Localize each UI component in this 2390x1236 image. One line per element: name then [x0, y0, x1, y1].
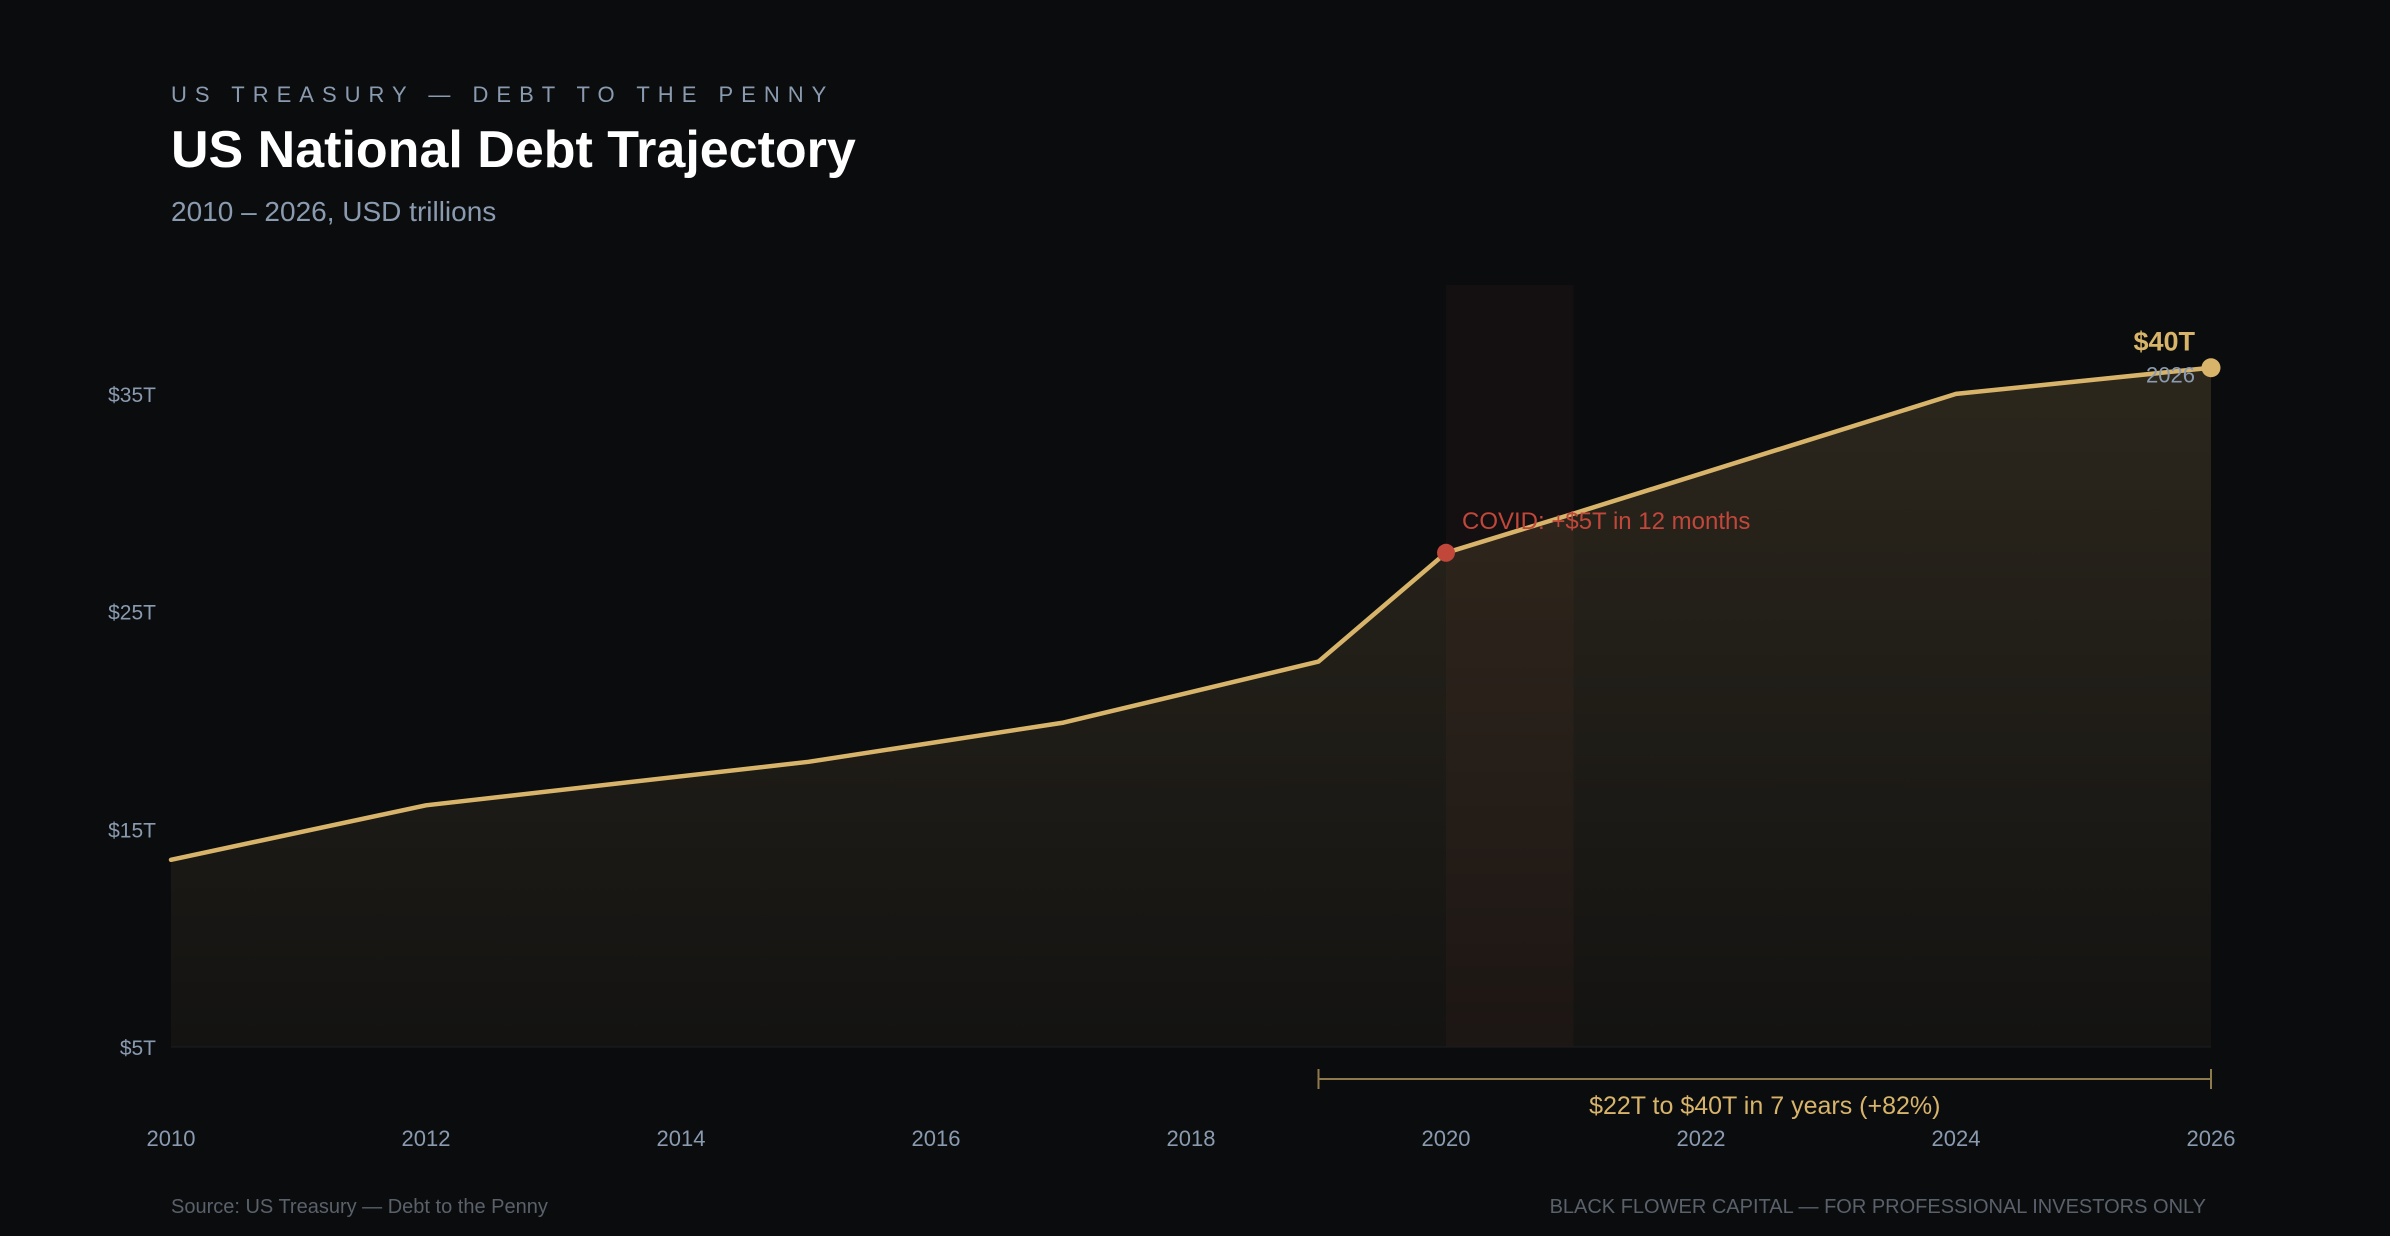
y-tick-label: $35T: [108, 384, 156, 407]
y-tick-label: $5T: [120, 1037, 156, 1060]
debt-series-line: [168, 365, 2214, 863]
covid-annotation-label: COVID: +$5T in 12 months: [1462, 508, 1750, 535]
disclaimer-note: BLACK FLOWER CAPITAL — FOR PROFESSIONAL …: [1549, 1196, 2206, 1218]
x-tick-label: 2020: [1422, 1126, 1471, 1151]
covid-point: [1437, 543, 1455, 562]
x-tick-label: 2026: [2187, 1126, 2236, 1151]
endpoint-year-label: 2026: [2146, 363, 2195, 388]
endpoint-point: [2201, 358, 2221, 378]
chart-eyebrow: US TREASURY — DEBT TO THE PENNY: [171, 82, 835, 107]
x-tick-label: 2022: [1677, 1126, 1726, 1151]
x-tick-label: 2024: [1932, 1126, 1981, 1151]
endpoint-value-label: $40T: [2133, 327, 2195, 357]
x-tick-label: 2016: [912, 1126, 961, 1151]
x-tick-label: 2014: [657, 1126, 706, 1151]
chart-title: US National Debt Trajectory: [171, 121, 856, 179]
y-tick-label: $15T: [108, 819, 156, 842]
chart-subtitle: 2010 – 2026, USD trillions: [171, 196, 497, 227]
x-tick-label: 2010: [147, 1126, 196, 1151]
x-tick-label: 2018: [1167, 1126, 1216, 1151]
x-tick-label: 2012: [402, 1126, 451, 1151]
source-note: Source: US Treasury — Debt to the Penny: [171, 1196, 548, 1218]
y-tick-label: $25T: [108, 602, 156, 625]
span-annotation-label: $22T to $40T in 7 years (+82%): [1589, 1092, 1940, 1120]
debt-area-fill: [171, 367, 2211, 1047]
